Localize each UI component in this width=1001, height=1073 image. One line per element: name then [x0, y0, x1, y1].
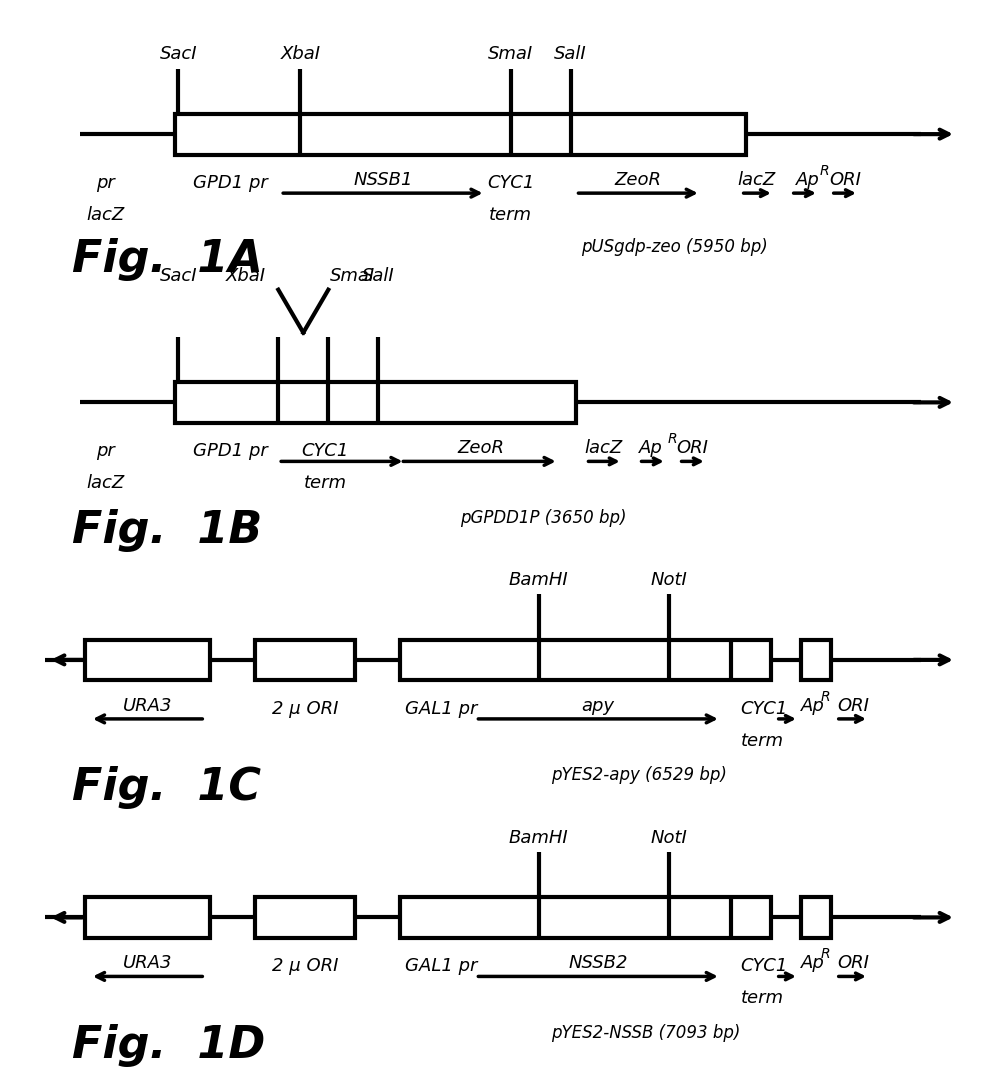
Text: NSSB2: NSSB2	[569, 954, 628, 972]
Text: BamHI: BamHI	[509, 571, 569, 589]
Text: GAL1 pr: GAL1 pr	[405, 957, 477, 975]
Text: NotI: NotI	[651, 828, 687, 847]
Text: SalI: SalI	[555, 45, 587, 63]
Text: Fig.  1B: Fig. 1B	[72, 509, 262, 552]
Text: URA3: URA3	[123, 696, 172, 715]
Text: Ap: Ap	[801, 696, 825, 715]
Text: CYC1: CYC1	[301, 442, 349, 460]
Text: Fig.  1D: Fig. 1D	[72, 1024, 265, 1067]
Text: pr: pr	[96, 174, 114, 192]
Text: pYES2-apy (6529 bp): pYES2-apy (6529 bp)	[551, 766, 727, 784]
Text: GPD1 pr: GPD1 pr	[193, 174, 268, 192]
Text: pUSgdp-zeo (5950 bp): pUSgdp-zeo (5950 bp)	[581, 238, 768, 256]
Text: lacZ: lacZ	[86, 206, 124, 224]
Text: SacI: SacI	[159, 267, 197, 285]
Bar	[85, 897, 210, 938]
Text: NSSB1: NSSB1	[353, 171, 413, 189]
Text: R: R	[821, 947, 831, 961]
Text: R: R	[668, 432, 678, 446]
Text: Fig.  1A: Fig. 1A	[72, 238, 263, 281]
Text: Ap: Ap	[639, 439, 663, 457]
Bar	[801, 897, 831, 938]
Text: ZeoR: ZeoR	[457, 439, 504, 457]
Text: URA3: URA3	[123, 954, 172, 972]
Text: R: R	[821, 690, 831, 704]
Text: SacI: SacI	[159, 45, 197, 63]
Text: ORI: ORI	[837, 696, 869, 715]
Text: term: term	[489, 206, 532, 224]
Text: CYC1: CYC1	[486, 174, 535, 192]
Text: term: term	[741, 732, 784, 750]
Text: Fig.  1C: Fig. 1C	[72, 766, 261, 809]
Text: NotI: NotI	[651, 571, 687, 589]
Text: term: term	[741, 989, 784, 1008]
Text: CYC1: CYC1	[741, 957, 788, 975]
Bar	[255, 640, 355, 680]
Text: SalI: SalI	[362, 267, 394, 285]
Text: lacZ: lacZ	[738, 171, 776, 189]
Text: ORI: ORI	[837, 954, 869, 972]
Text: lacZ: lacZ	[86, 474, 124, 493]
Bar	[400, 640, 771, 680]
Text: pYES2-NSSB (7093 bp): pYES2-NSSB (7093 bp)	[551, 1024, 740, 1042]
Text: pGPDD1P (3650 bp): pGPDD1P (3650 bp)	[460, 509, 627, 527]
Text: Ap: Ap	[796, 171, 820, 189]
Bar	[175, 382, 576, 423]
Text: ORI: ORI	[677, 439, 709, 457]
Bar	[255, 897, 355, 938]
Text: 2 μ ORI: 2 μ ORI	[272, 957, 338, 975]
Text: R: R	[820, 164, 830, 178]
Text: Ap: Ap	[801, 954, 825, 972]
Text: SmaI: SmaI	[330, 267, 375, 285]
Text: GPD1 pr: GPD1 pr	[193, 442, 268, 460]
Text: pr: pr	[96, 442, 114, 460]
Bar	[801, 640, 831, 680]
Bar	[85, 640, 210, 680]
Text: term: term	[304, 474, 346, 493]
Text: SmaI: SmaI	[487, 45, 534, 63]
Text: 2 μ ORI: 2 μ ORI	[272, 700, 338, 718]
Bar	[175, 114, 746, 155]
Bar	[400, 897, 771, 938]
Text: ORI: ORI	[829, 171, 861, 189]
Text: XbaI: XbaI	[226, 267, 266, 285]
Text: ZeoR: ZeoR	[615, 171, 661, 189]
Text: XbaI: XbaI	[280, 45, 320, 63]
Text: GAL1 pr: GAL1 pr	[405, 700, 477, 718]
Text: BamHI: BamHI	[509, 828, 569, 847]
Text: lacZ: lacZ	[585, 439, 623, 457]
Text: CYC1: CYC1	[741, 700, 788, 718]
Text: apy: apy	[582, 696, 615, 715]
